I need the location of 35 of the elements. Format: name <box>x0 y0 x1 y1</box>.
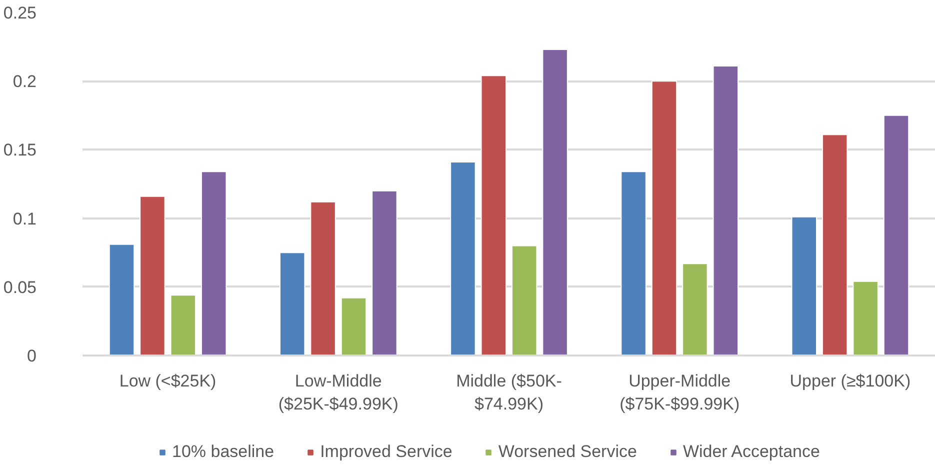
bar <box>480 75 507 356</box>
y-tick-label: 0.05 <box>3 278 37 297</box>
bar <box>883 114 910 356</box>
bar <box>682 263 708 356</box>
bar <box>620 171 646 356</box>
x-tick-label: Middle ($50K-$74.99K) <box>456 372 562 414</box>
bar <box>340 297 367 356</box>
bar <box>822 134 848 356</box>
y-tick-label: 0.2 <box>12 72 37 92</box>
y-tick-label: 0 <box>27 346 37 366</box>
bar <box>791 216 818 356</box>
bar <box>852 280 878 356</box>
bar <box>279 252 306 356</box>
bar <box>200 171 227 356</box>
bar <box>140 196 166 356</box>
bar <box>712 66 739 356</box>
legend-label: 10% baseline <box>172 442 274 462</box>
x-tick-label: Low (<$25K) <box>119 372 216 390</box>
y-tick-label: 0.25 <box>3 4 37 22</box>
legend-label: Wider Acceptance <box>682 442 820 462</box>
bar <box>108 244 135 356</box>
x-tick-label: Upper (≥$100K) <box>790 372 911 390</box>
legend-label: Improved Service <box>320 442 452 462</box>
bar <box>372 190 398 356</box>
bar <box>310 201 336 356</box>
bar <box>651 80 678 356</box>
legend-label: Worsened Service <box>498 442 637 462</box>
y-tick-label: 0.1 <box>12 209 37 228</box>
x-tick-label: Low-Middle ($25K-$49.99K) <box>278 372 398 414</box>
y-tick-label: 0.15 <box>3 140 37 160</box>
bar <box>542 49 568 356</box>
bar <box>450 162 476 356</box>
bar <box>170 294 196 356</box>
x-tick-label: Upper-Middle ($75K-$99.99K) <box>620 372 740 414</box>
bar <box>511 245 538 356</box>
